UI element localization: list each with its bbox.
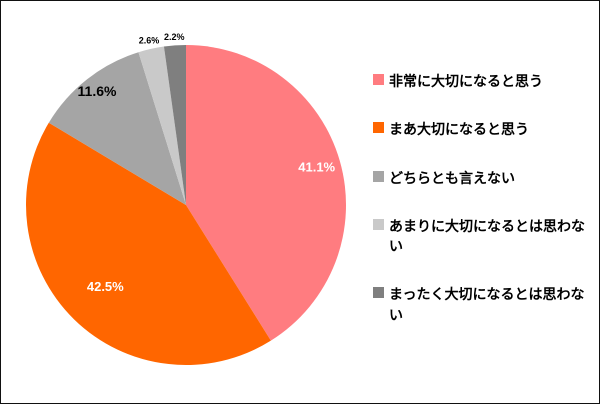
slice-label-1: 42.5% (87, 279, 124, 294)
pie-slice-2 (48, 52, 186, 205)
legend-swatch-icon (373, 122, 384, 134)
slice-label-2: 11.6% (78, 83, 117, 99)
legend-item-1: まあ大切になると思う (373, 119, 591, 139)
pie-slice-1 (26, 122, 271, 365)
chart-legend: 非常に大切になると思う まあ大切になると思う どちらとも言えないあまりに大切になると… (373, 71, 591, 353)
legend-item-4: まったく大切になるとは思わない (373, 284, 591, 325)
legend-swatch-icon (373, 218, 384, 230)
legend-item-0: 非常に大切になると思う (373, 71, 591, 91)
legend-label: まあ大切になると思う (389, 121, 529, 138)
pie-slice-0 (186, 45, 347, 341)
legend-swatch-icon (373, 170, 384, 182)
legend-item-3: あまりに大切になるとは思わない (373, 216, 591, 257)
legend-swatch-icon (373, 74, 384, 85)
legend-label: どちらとも言えない (389, 169, 515, 186)
legend-item-2: どちらとも言えない (373, 168, 591, 188)
legend-label: 非常に大切になると思う (389, 73, 543, 89)
legend-label: あまりに大切になるとは思わない (389, 217, 585, 255)
slice-label-3: 2.6% (139, 36, 160, 46)
legend-label: まったく大切になるとは思わない (389, 286, 585, 323)
slice-label-0: 41.1% (298, 160, 335, 175)
legend-swatch-icon (373, 287, 384, 299)
pie-slice-4 (163, 45, 186, 205)
slice-label-4: 2.2% (164, 32, 185, 42)
pie-slice-3 (138, 46, 186, 205)
